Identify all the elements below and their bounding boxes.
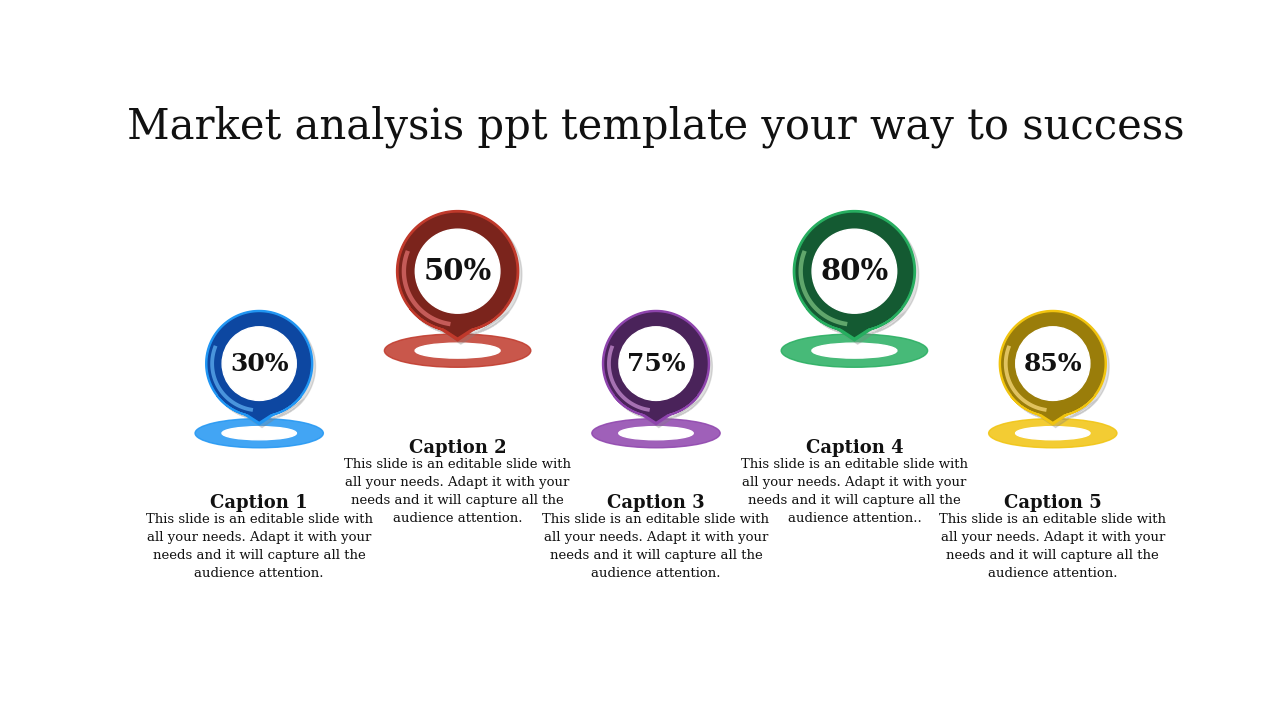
Polygon shape	[209, 313, 310, 420]
Ellipse shape	[195, 418, 324, 448]
Text: Caption 5: Caption 5	[1004, 495, 1102, 513]
Ellipse shape	[221, 427, 297, 440]
Ellipse shape	[384, 334, 531, 367]
Text: This slide is an editable slide with
all your needs. Adapt it with your
needs an: This slide is an editable slide with all…	[146, 513, 372, 580]
Text: This slide is an editable slide with
all your needs. Adapt it with your
needs an: This slide is an editable slide with all…	[543, 513, 769, 580]
Ellipse shape	[781, 334, 928, 367]
Polygon shape	[1002, 313, 1103, 420]
Text: This slide is an editable slide with
all your needs. Adapt it with your
needs an: This slide is an editable slide with all…	[741, 457, 968, 525]
Polygon shape	[206, 310, 312, 425]
Text: 80%: 80%	[820, 257, 888, 286]
Polygon shape	[209, 313, 316, 428]
Ellipse shape	[591, 418, 721, 448]
Polygon shape	[794, 210, 915, 341]
Circle shape	[1016, 327, 1089, 400]
Polygon shape	[1000, 310, 1106, 425]
Text: Market analysis ppt template your way to success: Market analysis ppt template your way to…	[127, 105, 1185, 148]
Text: This slide is an editable slide with
all your needs. Adapt it with your
needs an: This slide is an editable slide with all…	[344, 457, 571, 525]
Ellipse shape	[1015, 427, 1091, 440]
Polygon shape	[1002, 313, 1110, 428]
Circle shape	[620, 327, 692, 400]
Text: 75%: 75%	[627, 351, 685, 376]
Polygon shape	[605, 313, 707, 420]
Ellipse shape	[988, 418, 1117, 448]
Ellipse shape	[415, 343, 500, 358]
Ellipse shape	[618, 427, 694, 440]
Text: Caption 4: Caption 4	[805, 439, 904, 457]
Polygon shape	[603, 310, 709, 425]
Text: Caption 1: Caption 1	[210, 495, 308, 513]
Polygon shape	[397, 210, 518, 341]
Text: 30%: 30%	[230, 351, 288, 376]
Circle shape	[223, 327, 296, 400]
Polygon shape	[399, 214, 522, 344]
Polygon shape	[796, 213, 913, 336]
Polygon shape	[605, 313, 713, 428]
Polygon shape	[796, 214, 919, 344]
Circle shape	[812, 229, 897, 313]
Text: Caption 3: Caption 3	[607, 495, 705, 513]
Polygon shape	[399, 213, 516, 336]
Text: This slide is an editable slide with
all your needs. Adapt it with your
needs an: This slide is an editable slide with all…	[940, 513, 1166, 580]
Text: 85%: 85%	[1024, 351, 1082, 376]
Text: Caption 2: Caption 2	[408, 439, 507, 457]
Circle shape	[415, 229, 500, 313]
Ellipse shape	[812, 343, 897, 358]
Text: 50%: 50%	[424, 257, 492, 286]
